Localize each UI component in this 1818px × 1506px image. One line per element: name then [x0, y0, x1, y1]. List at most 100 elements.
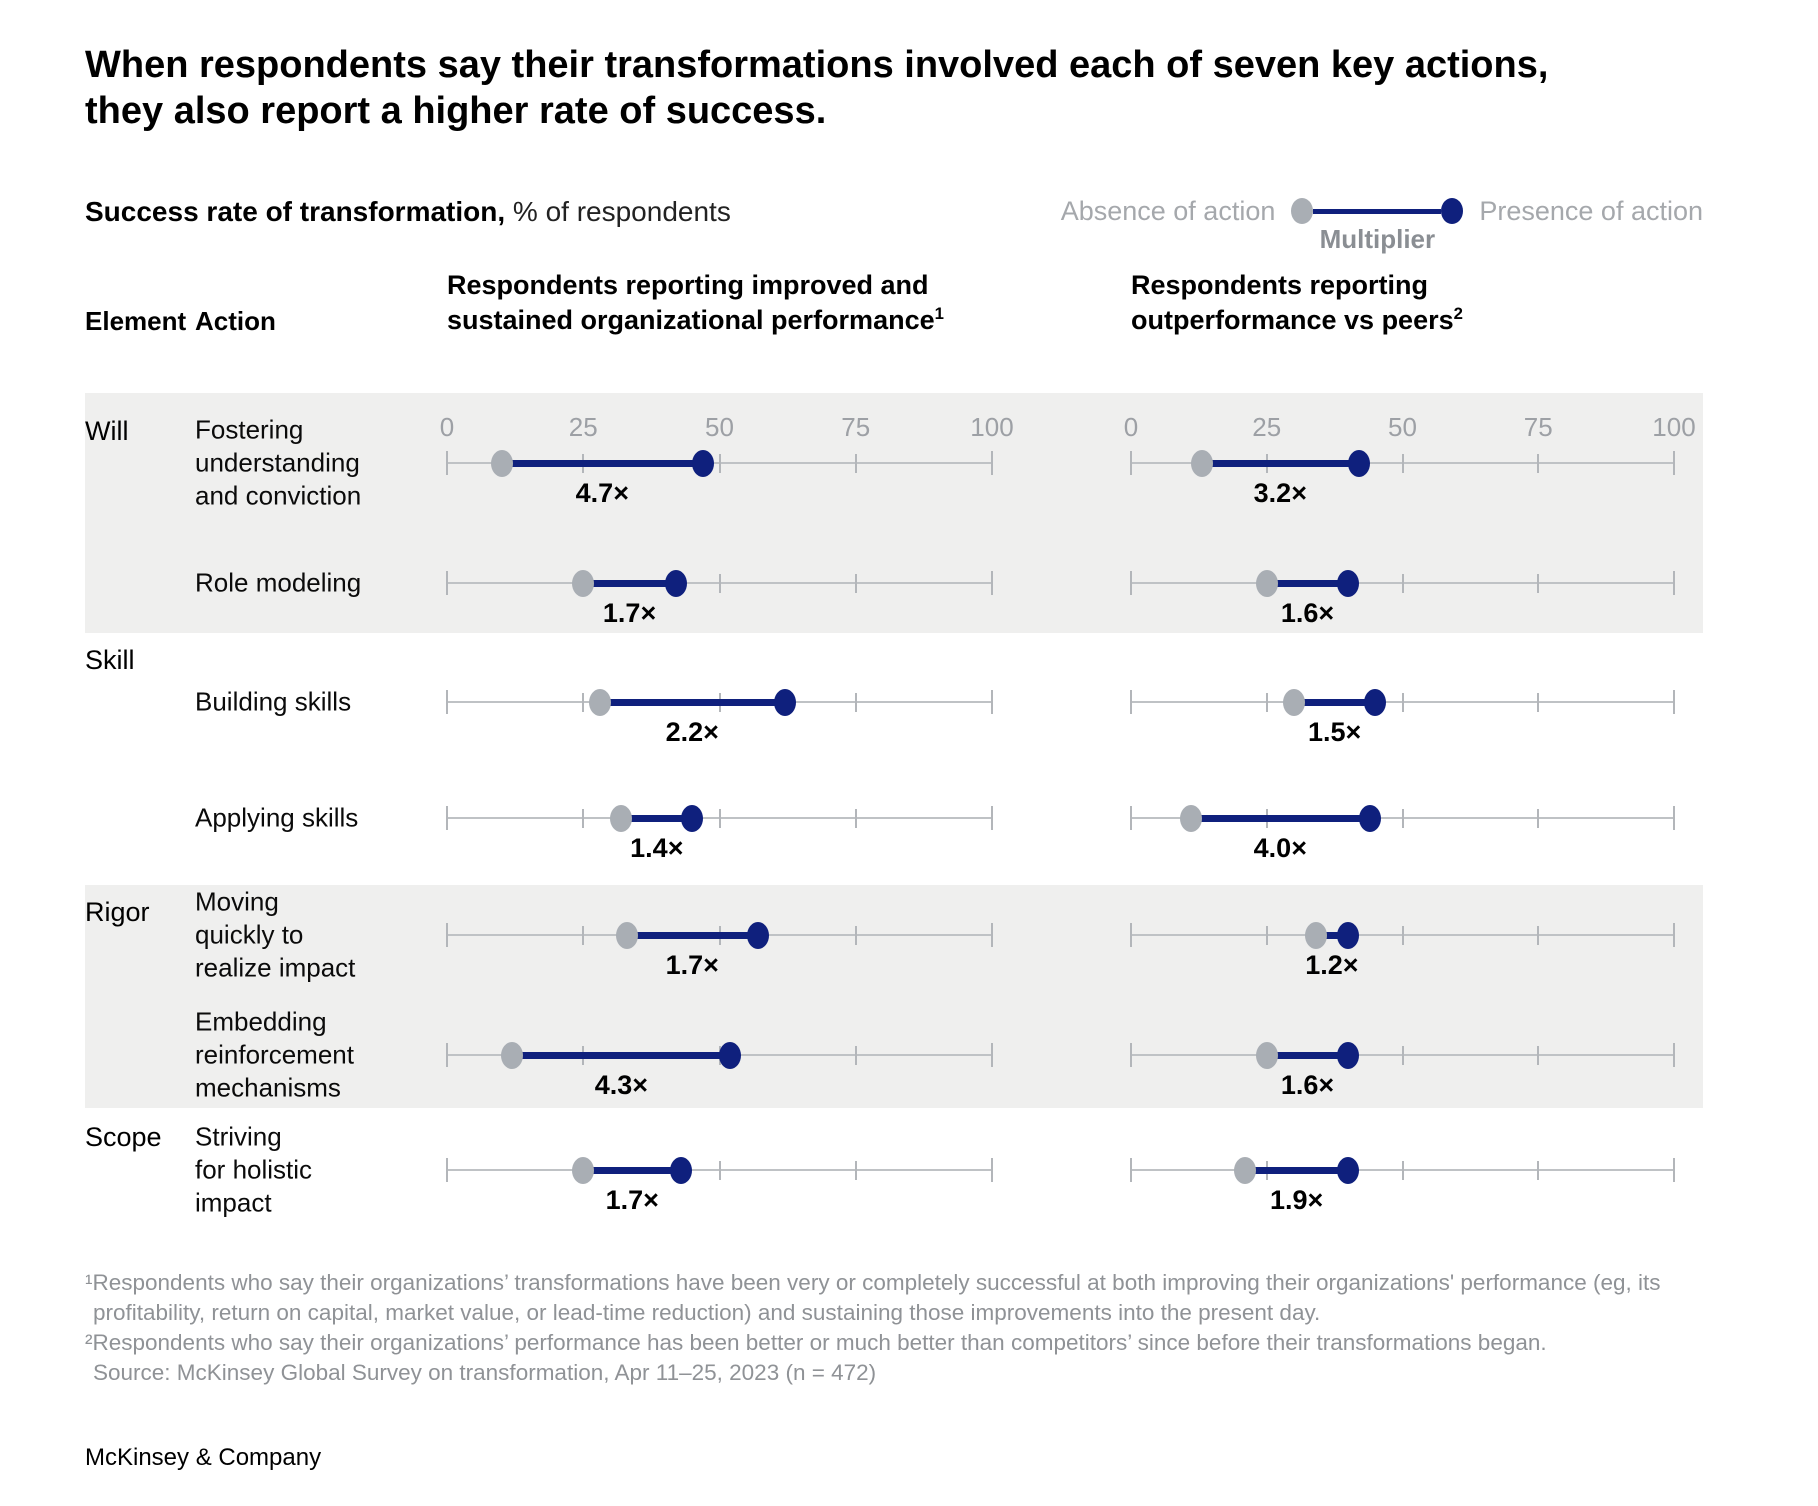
axis-tick	[1265, 926, 1268, 945]
dumbbell-line	[626, 932, 758, 939]
action-label: Embedding reinforcement mechanisms	[195, 1006, 395, 1105]
legend-presence-label: Presence of action	[1479, 195, 1703, 226]
dumbbell-line	[1315, 932, 1349, 939]
axis-endcap	[1673, 806, 1675, 830]
footnote-1-line-2: profitability, return on capital, market…	[93, 1300, 1321, 1325]
action-label: Fostering understanding and conviction	[195, 414, 395, 513]
action-column-header: Action	[195, 306, 276, 336]
action-label-line: Role modeling	[195, 567, 362, 598]
action-label-line: reinforcement	[195, 1039, 354, 1070]
axis-tick	[718, 1161, 721, 1180]
axis-tick	[718, 809, 721, 828]
action-label-line: Moving	[195, 886, 279, 917]
multiplier-label: 1.6×	[1280, 1070, 1335, 1100]
dumbbell-line	[1201, 460, 1360, 467]
axis-endcap	[1130, 806, 1132, 830]
axis-tick	[1401, 926, 1404, 945]
column-header-outperformance: Respondents reporting outperformance vs …	[1131, 268, 1501, 338]
axis-tick	[1401, 809, 1404, 828]
axis-tick	[1537, 926, 1540, 945]
multiplier-label: 1.5×	[1307, 717, 1362, 747]
presence-dot	[1364, 689, 1387, 716]
axis-tick	[1537, 693, 1540, 712]
axis-tick	[854, 693, 857, 712]
action-label-line: impact	[195, 1187, 272, 1218]
axis-endcap	[991, 806, 993, 830]
absence-dot	[588, 689, 611, 716]
axis-tick-label: 50	[1388, 412, 1417, 442]
element-label: Skill	[85, 645, 135, 675]
axis-tick-label: 100	[970, 412, 1014, 442]
multiplier-label: 1.7×	[605, 1185, 659, 1215]
dumbbell-line	[1266, 580, 1349, 587]
axis-tick	[582, 693, 585, 712]
axis-endcap	[446, 690, 448, 714]
dumbbell-line	[583, 1167, 682, 1174]
element-column-header: Element	[85, 306, 187, 336]
axis-tick	[1265, 693, 1268, 712]
absence-dot	[572, 570, 595, 597]
legend-graphic: Multiplier	[1291, 194, 1464, 254]
multiplier-label: 1.2×	[1305, 950, 1359, 980]
dumbbell-line	[599, 699, 785, 706]
presence-dot-icon	[1441, 198, 1464, 224]
axis-endcap	[446, 451, 448, 475]
absence-dot	[490, 450, 513, 477]
axis-tick	[1537, 1161, 1540, 1180]
axis-tick-label: 25	[1252, 412, 1282, 442]
axis-endcap	[1130, 451, 1132, 475]
axis-tick	[854, 1046, 857, 1065]
presence-dot	[1337, 922, 1360, 949]
presence-dot	[692, 450, 715, 477]
action-label-line: understanding	[195, 447, 360, 478]
axis-endcap	[991, 690, 993, 714]
axis-tick	[854, 809, 857, 828]
legend-multiplier-line	[1313, 208, 1442, 214]
action-label-line: Striving	[195, 1121, 282, 1152]
presence-dot	[773, 689, 796, 716]
action-label: Striving for holistic impact	[195, 1121, 395, 1220]
footnote-mark-2: 2	[1453, 304, 1463, 324]
multiplier-label: 1.6×	[1280, 598, 1335, 628]
axis-tick	[1401, 454, 1404, 473]
group-band	[85, 885, 1703, 1108]
group-band	[85, 393, 1703, 633]
axis-tick	[1401, 1046, 1404, 1065]
brand-logo: McKinsey & Company	[85, 1444, 322, 1471]
action-label-line: Applying skills	[195, 802, 359, 833]
multiplier-label: 1.9×	[1269, 1185, 1324, 1215]
action-label-line: mechanisms	[195, 1072, 341, 1103]
axis-endcap	[1673, 1158, 1675, 1182]
axis-tick	[582, 926, 585, 945]
element-label: Will	[85, 416, 129, 446]
action-label-line: for holistic	[195, 1154, 313, 1185]
absence-dot-icon	[1291, 198, 1314, 224]
action-label-line: Fostering	[195, 414, 304, 445]
axis-endcap	[446, 806, 448, 830]
axis-endcap	[991, 1158, 993, 1182]
axis-tick-label: 50	[705, 412, 734, 442]
axis-tick	[1537, 454, 1540, 473]
axis-tick	[1401, 574, 1404, 593]
absence-dot	[1190, 450, 1213, 477]
absence-dot	[1179, 805, 1202, 832]
action-label-line: Embedding	[195, 1006, 327, 1037]
action-label: Role modeling	[195, 567, 395, 600]
chart-subtitle: Success rate of transformation, % of res…	[85, 196, 731, 228]
dumbbell-line	[583, 580, 676, 587]
axis-tick	[1537, 809, 1540, 828]
axis-tick	[854, 926, 857, 945]
dumbbell-line	[621, 815, 693, 822]
column-header-outperformance-text: Respondents reporting outperformance vs …	[1131, 270, 1454, 336]
presence-dot	[719, 1042, 742, 1069]
dumbbell-line	[1190, 815, 1370, 822]
footnote-1-line-1: ¹Respondents who say their organizations…	[85, 1270, 1661, 1295]
axis-endcap	[991, 451, 993, 475]
element-label: Scope	[85, 1122, 162, 1152]
axis-endcap	[1130, 923, 1132, 947]
action-label-line: realize impact	[195, 952, 356, 983]
column-header-improved-text: Respondents reporting improved and susta…	[447, 270, 935, 336]
axis-endcap	[1673, 451, 1675, 475]
absence-dot	[1282, 689, 1305, 716]
